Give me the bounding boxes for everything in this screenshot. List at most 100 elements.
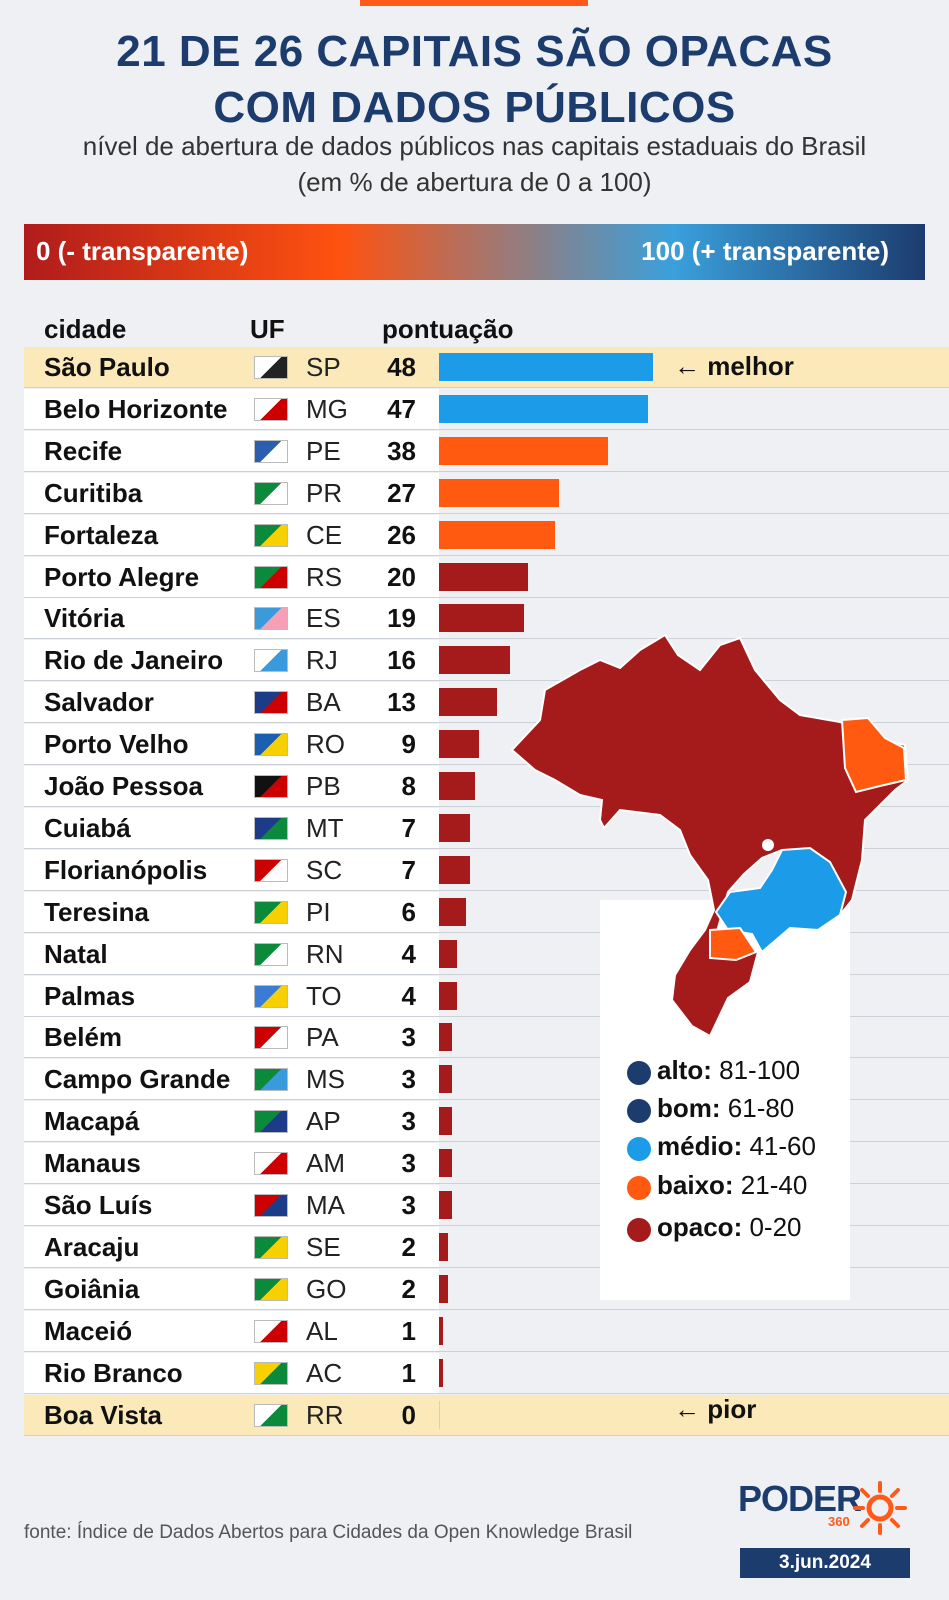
legend-label: médio: [657, 1131, 743, 1161]
score-bar [439, 394, 649, 423]
row-background [24, 1059, 439, 1100]
table-row: Salvador BA 13 [24, 681, 949, 724]
header-city: cidade [44, 314, 127, 344]
city-name: Goiânia [44, 1273, 140, 1304]
legend-item: opaco: 0-20 [627, 1212, 857, 1248]
state-flag-icon [254, 816, 288, 840]
row-divider [24, 1434, 949, 1436]
row-background [24, 1268, 439, 1309]
score-bar [439, 478, 560, 507]
score-value: 8 [401, 771, 416, 801]
table-row: Campo Grande MS 3 [24, 1058, 949, 1101]
table-row: Belo Horizonte MG 47 [24, 388, 949, 430]
table-row: Porto Velho RO 9 [24, 723, 949, 766]
row-divider [24, 764, 949, 766]
state-uf: PR [306, 477, 343, 508]
row-background [24, 807, 439, 848]
score-value: 4 [401, 938, 416, 969]
state-uf: PE [306, 435, 341, 466]
state-flag-icon [254, 984, 288, 1008]
score-bar [439, 1149, 453, 1178]
row-background [24, 598, 439, 639]
score-bar [439, 1274, 448, 1303]
city-name: Rio Branco [44, 1357, 183, 1388]
state-flag-icon [254, 1026, 288, 1050]
row-background [24, 1185, 439, 1225]
state-flag-icon [254, 649, 288, 673]
table-row: São Paulo SP 48 ← melhor [24, 346, 949, 388]
state-uf: RR [306, 1399, 344, 1430]
score-bar [439, 939, 457, 968]
score-bar [439, 604, 524, 633]
city-name: Teresina [44, 896, 150, 927]
state-flag-icon [254, 356, 288, 379]
city-name: Porto Velho [44, 729, 189, 760]
state-uf: PB [306, 771, 341, 801]
row-background [24, 891, 439, 932]
score-value: 47 [387, 393, 416, 424]
legend-label: alto: [657, 1055, 712, 1085]
city-name: Macapá [44, 1106, 140, 1137]
score-value: 4 [401, 980, 416, 1011]
state-uf: AL [306, 1315, 338, 1346]
state-flag-icon [254, 900, 288, 924]
table-row: Florianópolis SC 7 [24, 849, 949, 891]
score-value: 7 [401, 854, 416, 885]
table-row: Porto Alegre RS 20 [24, 556, 949, 598]
table-row: Macapá AP 3 [24, 1100, 949, 1143]
row-divider [24, 1099, 949, 1101]
state-uf: TO [306, 980, 342, 1011]
row-background [24, 1352, 439, 1393]
source-note: fonte: Índice de Dados Abertos para Cida… [24, 1522, 633, 1543]
state-flag-icon [254, 1068, 288, 1092]
row-background [24, 388, 439, 429]
score-bar [439, 688, 497, 717]
scale-left-label: 0 (- transparente) [36, 236, 249, 266]
city-name: Rio de Janeiro [44, 645, 224, 676]
row-divider [24, 554, 949, 556]
table-row: Cuiabá MT 7 [24, 807, 949, 849]
city-name: São Paulo [44, 352, 170, 382]
title-line-2: COM DADOS PÚBLICOS [213, 83, 736, 132]
row-divider [24, 847, 949, 849]
city-name: Salvador [44, 687, 154, 718]
state-uf: MA [306, 1190, 345, 1220]
legend-text: baixo: 21-40 [657, 1170, 807, 1201]
sun-logo-icon [853, 1481, 907, 1535]
row-divider [24, 931, 949, 933]
state-uf: RN [306, 938, 344, 969]
row-divider [24, 1225, 949, 1226]
score-bar [439, 1400, 440, 1429]
legend-label: opaco: [657, 1212, 743, 1242]
score-value: 3 [401, 1190, 416, 1220]
brazil-map [510, 633, 910, 1038]
score-bar [439, 353, 653, 381]
legend-dot-icon [627, 1218, 651, 1242]
state-uf: MG [306, 393, 348, 424]
row-divider [24, 1392, 949, 1394]
map-federal-district [762, 839, 774, 851]
subtitle-line-2: (em % de abertura de 0 a 100) [297, 167, 652, 197]
subtitle-line-1: nível de abertura de dados públicos nas … [82, 131, 867, 161]
row-divider [24, 806, 949, 807]
chart-title: 21 DE 26 CAPITAIS SÃO OPACAS COM DADOS P… [0, 24, 949, 136]
state-uf: RO [306, 729, 345, 760]
score-bar [439, 730, 480, 759]
row-divider [24, 470, 949, 472]
row-background [24, 1226, 439, 1267]
row-background [24, 1101, 439, 1142]
row-divider [24, 889, 949, 891]
table-row: Curitiba PR 27 [24, 472, 949, 514]
score-value: 0 [401, 1399, 416, 1430]
state-flag-icon [254, 1110, 288, 1134]
legend-item: médio: 41-60 [627, 1131, 857, 1167]
state-uf: RS [306, 561, 343, 592]
state-uf: MT [306, 812, 344, 843]
score-bar [439, 1358, 444, 1387]
city-name: Palmas [44, 980, 136, 1011]
row-background [24, 1394, 949, 1435]
row-background [24, 766, 439, 806]
score-bar [439, 520, 555, 549]
legend-range: 21-40 [733, 1170, 808, 1200]
row-divider [24, 722, 949, 724]
